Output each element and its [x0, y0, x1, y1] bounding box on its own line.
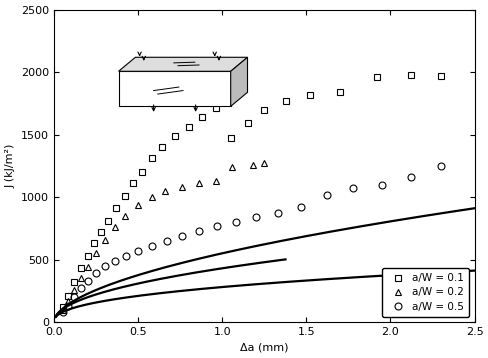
Y-axis label: J (kJ/m²): J (kJ/m²): [5, 144, 16, 188]
Legend: a/W = 0.1, a/W = 0.2, a/W = 0.5: a/W = 0.1, a/W = 0.2, a/W = 0.5: [381, 268, 468, 317]
X-axis label: Δa (mm): Δa (mm): [240, 343, 288, 352]
